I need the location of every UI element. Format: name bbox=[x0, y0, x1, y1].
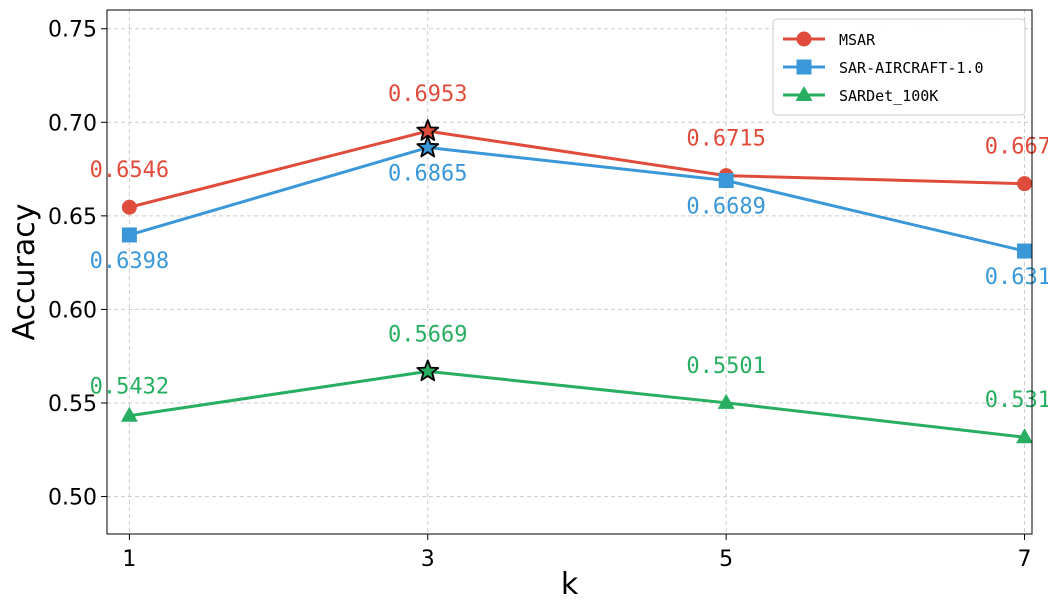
series-2 bbox=[121, 360, 1033, 443]
data-labels: 0.6546 0.6953 0.6715 0.6672 0.6398 0.6865 0.66… bbox=[90, 82, 1048, 413]
data-label: 0.6398 bbox=[90, 249, 169, 274]
series-layer bbox=[121, 120, 1033, 443]
series-line bbox=[129, 148, 1024, 251]
data-label: 0.6689 bbox=[686, 194, 765, 219]
y-tick-label: 0.55 bbox=[48, 392, 97, 417]
x-tick-label: 5 bbox=[719, 547, 733, 572]
series-0 bbox=[122, 120, 1032, 215]
data-point bbox=[122, 200, 137, 215]
x-tick-label: 3 bbox=[421, 547, 435, 572]
x-axis-title: k bbox=[561, 567, 579, 602]
data-label: 0.6865 bbox=[388, 162, 467, 187]
data-label: 0.6953 bbox=[388, 82, 467, 107]
data-label: 0.5432 bbox=[90, 375, 169, 400]
data-label: 0.5669 bbox=[388, 322, 467, 347]
y-tick-label: 0.60 bbox=[48, 298, 97, 323]
data-label: 0.6672 bbox=[985, 135, 1048, 160]
legend-marker bbox=[797, 60, 812, 75]
data-point bbox=[719, 173, 734, 188]
y-tick-label: 0.75 bbox=[48, 18, 97, 43]
series-line bbox=[129, 371, 1024, 437]
y-tick-label: 0.50 bbox=[48, 486, 97, 511]
data-label: 0.6312 bbox=[985, 265, 1048, 290]
data-point bbox=[122, 227, 137, 242]
legend-marker bbox=[797, 32, 812, 47]
y-axis-title: Accuracy bbox=[7, 204, 42, 341]
legend-label: SAR-AIRCRAFT-1.0 bbox=[839, 59, 984, 77]
legend-label: SARDet_100K bbox=[839, 87, 938, 105]
data-label: 0.5317 bbox=[985, 388, 1048, 413]
data-label: 0.5501 bbox=[686, 354, 765, 379]
data-label: 0.6715 bbox=[686, 127, 765, 152]
y-tick-label: 0.70 bbox=[48, 111, 97, 136]
data-label: 0.6546 bbox=[90, 158, 169, 183]
x-tick-label: 7 bbox=[1018, 547, 1032, 572]
x-tick-label: 1 bbox=[122, 547, 136, 572]
legend: MSAR SAR-AIRCRAFT-1.0 SARDet_100K bbox=[773, 19, 1025, 115]
legend-label: MSAR bbox=[839, 31, 876, 49]
data-point bbox=[1017, 176, 1032, 191]
data-point bbox=[1017, 244, 1032, 259]
y-tick-label: 0.65 bbox=[48, 205, 97, 230]
